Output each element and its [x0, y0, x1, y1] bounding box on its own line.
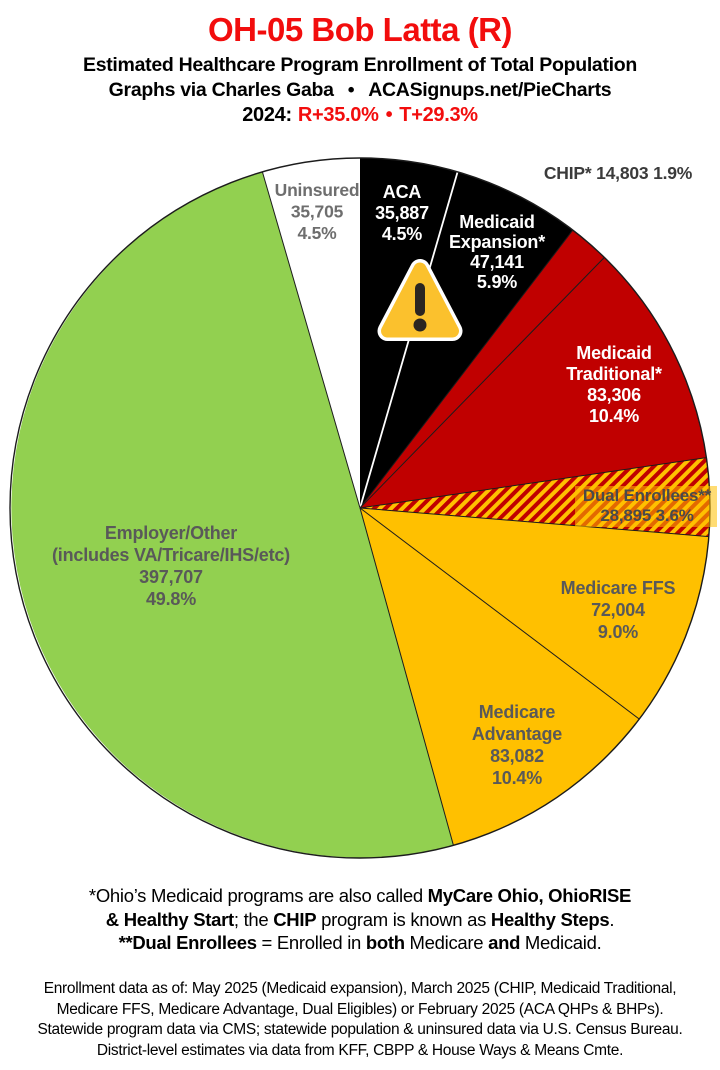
footnote-segment: Medicaid.	[520, 932, 602, 953]
slice-label-medicaid-traditional: 83,306	[587, 385, 641, 405]
footnote-line: *Ohio’s Medicaid programs are also calle…	[0, 884, 720, 908]
slice-label-medicare-ffs: Medicare FFS	[561, 578, 676, 598]
pie-slice-medicare-ffs	[360, 508, 709, 719]
footnote-segment: Healthy Start	[123, 908, 235, 930]
slice-divider	[359, 257, 605, 509]
slice-label-medicaid-traditional: 10.4%	[589, 406, 639, 426]
slice-label-uninsured: 35,705	[291, 202, 344, 222]
slice-label-medicaid-expansion: Medicaid	[459, 212, 534, 232]
chart-subtitle: Estimated Healthcare Program Enrollment …	[82, 54, 638, 76]
footnote-segment: program is known as	[316, 908, 491, 930]
bullet-separator: •	[385, 104, 393, 126]
credit-site: ACASignups.net/PieCharts	[368, 79, 612, 101]
pie-chart: ACA35,8874.5%MedicaidExpansion*47,1415.9…	[9, 157, 717, 859]
warning-exclamation-dot	[413, 318, 427, 332]
slice-label-employer-other: 397,707	[139, 567, 203, 587]
slice-divider	[359, 229, 574, 509]
bullet-separator: •	[347, 79, 355, 101]
pie-slice-medicaid-traditional	[360, 257, 707, 508]
slice-label-medicare-ffs: 72,004	[591, 600, 645, 620]
slice-label-bg-dual-enrollees	[575, 486, 717, 527]
partisan-lean-line: 2024: R+35.0% • T+29.3%	[0, 104, 720, 127]
footnote-segment: and	[488, 932, 521, 953]
footnote-segment: CHIP	[273, 908, 317, 930]
slice-label-aca: 35,887	[375, 203, 429, 223]
footnote-line: Enrollment data as of: May 2025 (Medicai…	[43, 980, 677, 997]
slice-label-medicare-advantage: 83,082	[490, 746, 544, 766]
pie-slice-employer-other	[11, 171, 454, 858]
slice-label-medicaid-expansion: Expansion*	[449, 232, 545, 252]
credit-author: Graphs via Charles Gaba	[108, 79, 334, 101]
slice-label-medicare-advantage: Medicare	[479, 702, 556, 722]
footnote-segment: both	[365, 932, 405, 953]
slice-label-aca: ACA	[383, 182, 422, 202]
partisan-year-label: 2024:	[242, 104, 292, 126]
partisan-t-value: T+29.3%	[399, 104, 478, 126]
slice-label-chip: CHIP* 14,803 1.9%	[544, 163, 693, 183]
slice-label-medicaid-traditional: Medicaid	[576, 343, 651, 363]
footnote-segment: .	[609, 908, 615, 930]
slice-divider	[359, 457, 707, 509]
footnote-segment: &	[105, 908, 124, 930]
warning-triangle-icon	[377, 259, 463, 341]
footnote-line: Statewide program data via CMS; statewid…	[37, 1021, 683, 1038]
partisan-r-value: R+35.0%	[297, 104, 379, 126]
slice-label-medicare-advantage: 10.4%	[492, 768, 542, 788]
footnote-line: **Dual Enrollees = Enrolled in both Medi…	[0, 931, 720, 955]
footnote-line: Medicare FFS, Medicare Advantage, Dual E…	[56, 1000, 664, 1018]
slice-label-medicaid-expansion: 5.9%	[477, 272, 517, 292]
pie-slice-chip	[360, 230, 605, 508]
slice-label-medicare-ffs: 9.0%	[598, 622, 638, 642]
slice-label-medicare-advantage: Advantage	[472, 724, 562, 744]
page-title: OH-05 Bob Latta (R)	[208, 11, 513, 48]
footnote-segment: ; the	[233, 908, 274, 930]
slice-label-employer-other: 49.8%	[146, 589, 196, 609]
footnote-segment: **Dual Enrollees	[118, 932, 257, 953]
slice-divider	[359, 507, 709, 538]
slice-label-medicaid-traditional: Traditional*	[566, 364, 662, 384]
footnote-segment: MyCare Ohio, OhioRISE	[427, 885, 632, 906]
slice-label-employer-other: (includes VA/Tricare/IHS/etc)	[52, 545, 290, 565]
footnote-segment: Medicare	[404, 932, 489, 953]
credit-line: Graphs via Charles Gaba • ACASignups.net/P…	[0, 79, 720, 102]
pie-slice-medicaid-expansion	[360, 171, 573, 508]
footnote-sources: Enrollment data as of: May 2025 (Medicai…	[0, 979, 720, 1061]
slice-label-dual-enrollees: 28,895 3.6%	[600, 506, 693, 525]
footnote-segment: = Enrolled in	[256, 932, 366, 953]
footnote-line: & Healthy Start; the CHIP program is kno…	[0, 908, 720, 932]
pie-slice-uninsured	[262, 158, 360, 508]
slice-divider	[359, 507, 640, 720]
pie-slice-medicare-advantage	[360, 508, 640, 846]
slice-divider	[261, 171, 361, 509]
footnote-segment: *Ohio’s Medicaid programs are also calle…	[88, 885, 428, 906]
slice-label-dual-enrollees: Dual Enrollees**	[583, 486, 712, 505]
slice-label-uninsured: 4.5%	[297, 223, 337, 243]
slice-label-medicaid-expansion: 47,141	[470, 252, 524, 272]
slice-label-employer-other: Employer/Other	[105, 523, 237, 543]
slice-label-aca: 4.5%	[382, 224, 422, 244]
slice-label-uninsured: Uninsured	[275, 180, 360, 200]
footnote-line: District-level estimates via data from K…	[96, 1041, 624, 1059]
footnote-segment: Healthy Steps	[490, 908, 610, 930]
slice-divider	[359, 507, 454, 846]
footnote-programs: *Ohio’s Medicaid programs are also calle…	[0, 884, 720, 955]
warning-exclamation-bar	[415, 283, 425, 316]
